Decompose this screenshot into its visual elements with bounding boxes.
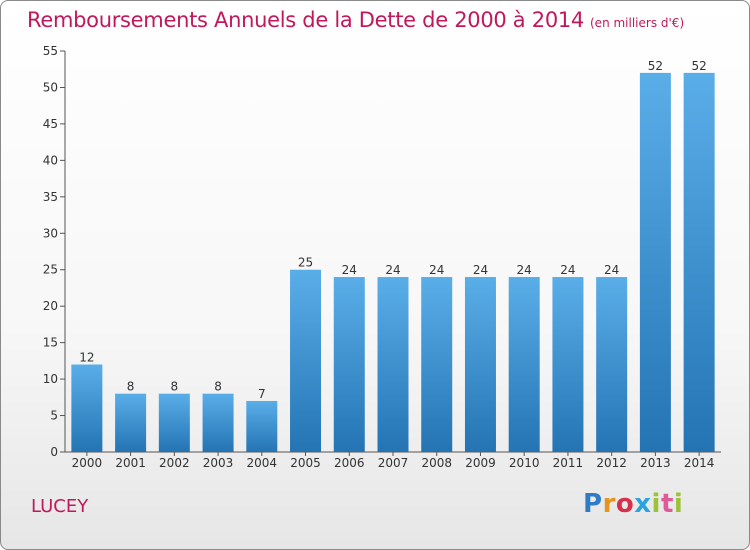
x-tick-label: 2008: [421, 456, 452, 470]
bar-2013: [639, 72, 671, 452]
y-tick-label: 25: [43, 263, 58, 277]
bar-value-label: 24: [560, 263, 575, 277]
y-tick-label: 55: [43, 44, 58, 58]
bar-2001: [115, 393, 147, 452]
proxiti-logo: Proxiti: [583, 489, 683, 519]
x-tick-label: 2011: [553, 456, 584, 470]
logo-letter: r: [602, 489, 616, 519]
x-tick-label: 2004: [247, 456, 278, 470]
x-tick-label: 2003: [203, 456, 234, 470]
y-tick-label: 35: [43, 190, 58, 204]
y-tick-label: 40: [43, 153, 58, 167]
y-tick-label: 15: [43, 336, 58, 350]
bar-value-label: 24: [429, 263, 444, 277]
chart-subtitle: (en milliers d'€): [590, 16, 685, 30]
x-tick-label: 2013: [640, 456, 671, 470]
bar-value-label: 24: [342, 263, 357, 277]
bar-2007: [377, 277, 409, 452]
bar-value-label: 52: [648, 59, 663, 73]
logo-letter: P: [583, 489, 603, 519]
bar-2004: [246, 400, 278, 452]
bar-2009: [464, 277, 496, 452]
y-tick-label: 20: [43, 299, 58, 313]
bar-value-label: 24: [385, 263, 400, 277]
logo-letter: i: [673, 489, 684, 519]
bar-2003: [202, 393, 234, 452]
x-tick-label: 2002: [159, 456, 190, 470]
y-tick-label: 10: [43, 372, 58, 386]
bar-value-label: 52: [691, 59, 706, 73]
logo-letter: i: [651, 489, 661, 519]
chart-title-text: Remboursements Annuels de la Dette de 20…: [27, 8, 584, 32]
x-tick-label: 2014: [684, 456, 715, 470]
bar-value-label: 8: [127, 380, 135, 394]
bar-value-label: 24: [473, 263, 488, 277]
logo-letter: x: [634, 489, 652, 519]
bar-2011: [552, 277, 584, 452]
bar-value-label: 24: [517, 263, 532, 277]
x-tick-label: 2000: [72, 456, 103, 470]
y-tick-label: 45: [43, 117, 58, 131]
bar-value-label: 7: [258, 387, 266, 401]
bar-value-label: 24: [604, 263, 619, 277]
x-tick-label: 2007: [378, 456, 409, 470]
y-tick-label: 50: [43, 80, 58, 94]
y-tick-label: 0: [50, 445, 58, 459]
x-tick-label: 2012: [596, 456, 627, 470]
bar-value-label: 8: [214, 380, 222, 394]
bar-2005: [290, 269, 322, 452]
bar-2008: [421, 277, 453, 452]
x-tick-label: 2006: [334, 456, 365, 470]
bar-value-label: 25: [298, 256, 313, 270]
chart-title: Remboursements Annuels de la Dette de 20…: [27, 8, 684, 32]
bar-2006: [333, 277, 365, 452]
bar-value-label: 8: [171, 380, 179, 394]
logo-letter: o: [615, 489, 635, 519]
y-tick-label: 30: [43, 226, 58, 240]
x-tick-label: 2005: [290, 456, 321, 470]
x-tick-label: 2001: [115, 456, 146, 470]
bar-2002: [158, 393, 190, 452]
bar-value-label: 12: [79, 351, 94, 365]
location-name: LUCEY: [31, 496, 89, 517]
logo-letter: t: [660, 489, 674, 519]
bar-2012: [596, 277, 628, 452]
bar-2014: [683, 72, 715, 452]
bar-2000: [71, 364, 103, 452]
x-tick-label: 2009: [465, 456, 496, 470]
bar-2010: [508, 277, 540, 452]
y-tick-label: 5: [50, 409, 58, 423]
x-tick-label: 2010: [509, 456, 540, 470]
